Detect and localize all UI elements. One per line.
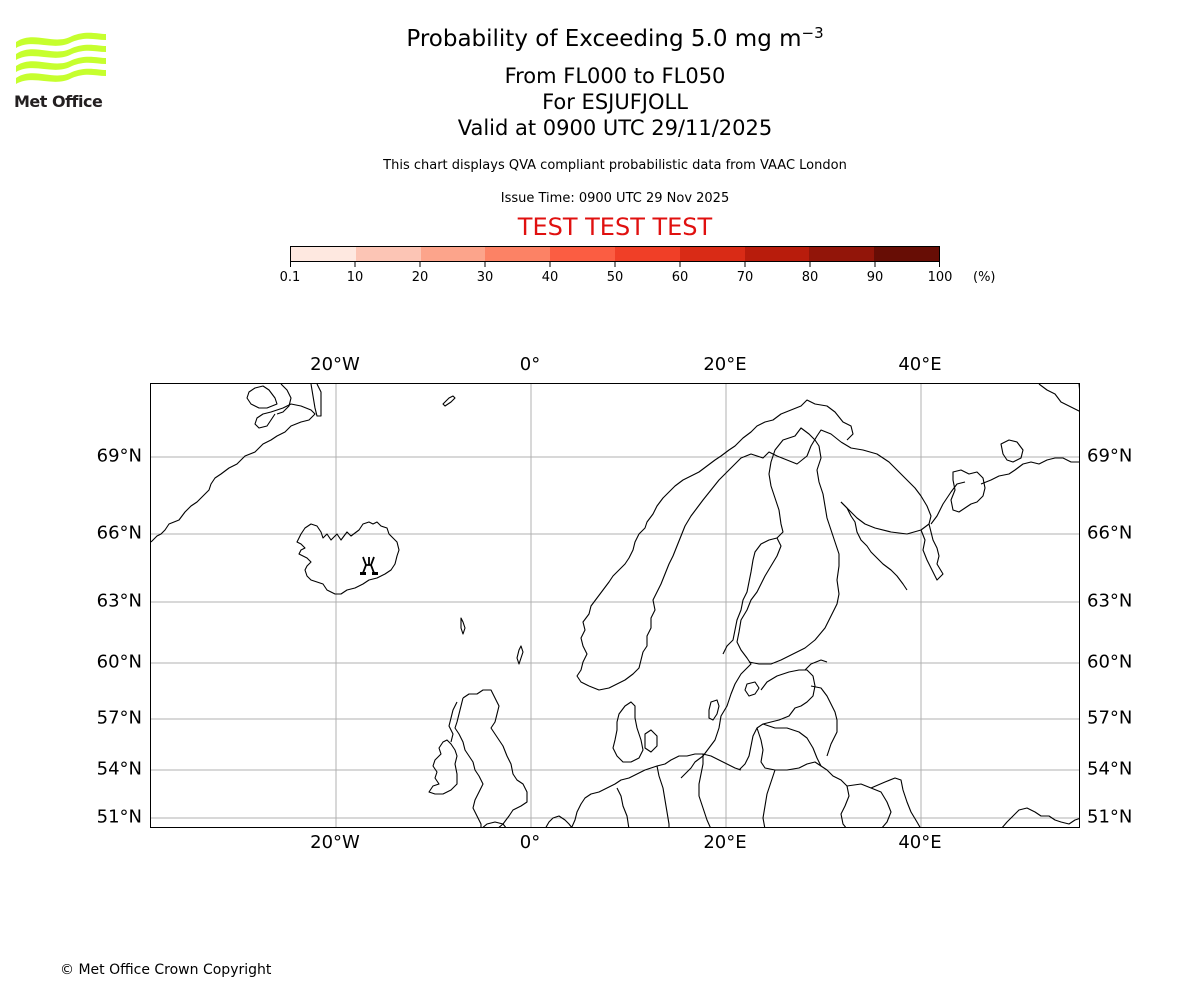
graticule: [151, 384, 1079, 827]
lon-label-top: 40°E: [898, 354, 942, 375]
finland-coast: [748, 427, 840, 665]
iceland-coast: [296, 521, 400, 595]
met-office-waves-icon: [16, 32, 106, 84]
denmark-coast: [612, 701, 644, 763]
lon-label-top: 0°: [519, 354, 541, 375]
lat-label-right: 54°N: [1087, 758, 1133, 780]
colorbar-tick-label: 10: [346, 270, 364, 285]
colorbar-tick-label: 70: [736, 270, 754, 285]
colorbar-tick-label: 60: [671, 270, 689, 285]
colorbar-bin: [679, 247, 745, 261]
lat-label-left: 63°N: [96, 590, 142, 612]
colorbar-bin: [291, 247, 356, 261]
lat-label-left: 57°N: [96, 707, 142, 729]
norway-coast: [576, 399, 854, 687]
lat-label-left: 54°N: [96, 758, 142, 780]
sweden-coast: [680, 537, 782, 779]
ireland-coast: [428, 739, 458, 795]
greenland-coast: [151, 403, 316, 543]
colorbar-bin: [614, 247, 680, 261]
chart-title: Probability of Exceeding 5.0 mg m−3: [0, 24, 1200, 52]
issue-time: Issue Time: 0900 UTC 29 Nov 2025: [500, 191, 730, 206]
lon-label-top: 20°W: [310, 354, 360, 375]
logo-text: Met Office: [14, 92, 103, 111]
colorbar-tick-label: 30: [476, 270, 494, 285]
met-office-logo: Met Office: [14, 30, 108, 112]
level-range: From FL000 to FL050: [504, 64, 726, 88]
colorbar-ticks: [290, 262, 940, 267]
lon-label-bottom: 40°E: [898, 832, 942, 853]
coastlines: [151, 384, 1079, 827]
colorbar: [290, 246, 940, 262]
chart-title-main: Probability of Exceeding 5.0 mg m: [406, 26, 802, 52]
lon-label-bottom: 20°W: [310, 832, 360, 853]
lat-label-right: 66°N: [1087, 522, 1133, 544]
lon-label-bottom: 0°: [519, 832, 541, 853]
lon-label-bottom: 20°E: [703, 832, 747, 853]
colorbar-tick-label: 50: [606, 270, 624, 285]
colorbar-bin: [420, 247, 486, 261]
continent-coast: [571, 753, 742, 827]
lat-label-right: 51°N: [1087, 806, 1133, 828]
lat-label-left: 60°N: [96, 651, 142, 673]
map-canvas: [151, 384, 1079, 827]
colorbar-tick-label: 90: [866, 270, 884, 285]
colorbar-tick-label: 40: [541, 270, 559, 285]
chart-title-superscript: −3: [801, 24, 824, 42]
colorbar-bin: [355, 247, 421, 261]
lon-label-top: 20°E: [703, 354, 747, 375]
colorbar-bin: [744, 247, 810, 261]
kola-coast: [840, 441, 932, 535]
lat-label-right: 60°N: [1087, 651, 1133, 673]
lat-label-right: 57°N: [1087, 707, 1133, 729]
data-source-note: This chart displays QVA compliant probab…: [383, 158, 847, 173]
lat-label-right: 69°N: [1087, 445, 1133, 467]
test-banner: TEST TEST TEST: [517, 213, 713, 241]
baltic-coast: [738, 669, 816, 771]
colorbar-unit: (%): [973, 270, 996, 285]
colorbar-bin: [550, 247, 615, 261]
volcano-name: For ESJUFJOLL: [542, 90, 688, 114]
volcano-icon: [360, 556, 378, 575]
valid-time: Valid at 0900 UTC 29/11/2025: [457, 116, 773, 140]
chart-subtitle: From FL000 to FL050 For ESJUFJOLL Valid …: [0, 63, 1200, 141]
lat-label-left: 69°N: [96, 445, 142, 467]
great-britain-coast: [462, 689, 528, 827]
lat-label-left: 51°N: [96, 806, 142, 828]
lat-label-left: 66°N: [96, 522, 142, 544]
colorbar-bin: [809, 247, 875, 261]
colorbar-tick-label: 0.1: [279, 270, 301, 285]
lat-label-right: 63°N: [1087, 590, 1133, 612]
colorbar-tick-label: 100: [927, 270, 953, 285]
colorbar-tick-label: 80: [801, 270, 819, 285]
colorbar-bin: [485, 247, 551, 261]
copyright-notice: © Met Office Crown Copyright: [60, 962, 272, 978]
colorbar-bin: [874, 247, 939, 261]
colorbar-tick-label: 20: [411, 270, 429, 285]
map-panel[interactable]: [150, 383, 1080, 828]
